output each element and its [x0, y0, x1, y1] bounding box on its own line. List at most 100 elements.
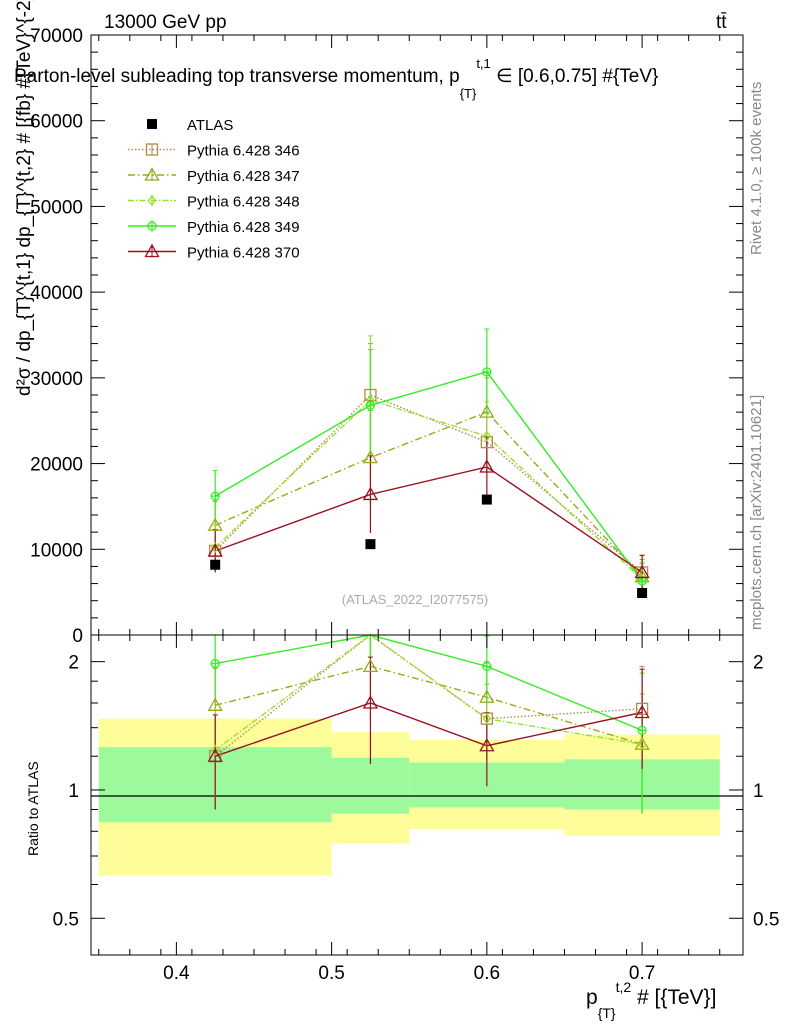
marker-s4-p1: [362, 486, 379, 501]
legend-label-5: Pythia 6.428 370: [187, 245, 300, 262]
ratio-y-tick-label-1: 1: [68, 781, 79, 802]
ratio-y-axis-label: Ratio to ATLAS: [25, 761, 41, 856]
marker-s3-p1: [365, 400, 376, 410]
marker-s3-p2: [482, 367, 492, 377]
legend: ATLAS Pythia 6.428 346 Pythia 6.428 347 Pyt…: [128, 117, 300, 262]
marker-s1-p0: [207, 517, 223, 531]
marker-s2-p2: [482, 430, 492, 442]
series-line-2: [214, 399, 643, 580]
ratio-y-tick-label-2: 2: [68, 653, 79, 674]
series-line-1: [214, 411, 643, 578]
legend-marker-2: [144, 167, 160, 181]
ratio-frame: [90, 634, 744, 956]
ratio-line-3: [215, 634, 643, 732]
ratio-y-tick-label-0: 0.5: [53, 909, 79, 930]
ratio-marker-s4-p0: [207, 748, 223, 762]
legend-label-3: Pythia 6.428 348: [187, 194, 300, 211]
marker-s4-p0: [207, 543, 223, 557]
ratio-line-4: [214, 702, 643, 757]
marker-s3-p3: [637, 576, 647, 586]
x-axis-label: p{T}t,2 # [{TeV}]: [586, 979, 716, 1021]
marker-s1-p1: [362, 449, 379, 464]
series-line-4: [214, 466, 643, 574]
y-tick-label-5: 50000: [30, 197, 83, 218]
marker-s3-p0: [210, 491, 220, 501]
legend-entry-0: ATLAS: [147, 117, 233, 134]
legend-marker-0: [147, 119, 157, 129]
y-axis-label: d²σ / dp_{T}^{t,1} dp_{T}^{t,2} # [{fb} …: [14, 0, 35, 396]
legend-marker-3: [147, 195, 157, 206]
ratio-marker-s3-p3: [637, 725, 647, 736]
ratio-marker-s2-p2: [482, 713, 492, 725]
ratio-marker-s1-p0: [207, 697, 223, 711]
legend-entry-4: Pythia 6.428 349: [128, 219, 300, 236]
ratio-x-ticks: 0.4 0.5 0.6 0.7: [98, 635, 721, 984]
ratio-plot: 0.5 0.5 1 1 2 2 0.4 0.5 0.6 0.7: [53, 634, 780, 984]
marker-s2-p0: [210, 542, 220, 554]
main-series-lines: [214, 371, 643, 582]
process-label: tt̄: [716, 12, 727, 33]
ratio-marker-s1-p2: [479, 689, 495, 703]
legend-marker-4: [147, 221, 157, 231]
legend-label-1: Pythia 6.428 346: [187, 143, 300, 160]
legend-entry-1: Pythia 6.428 346: [128, 143, 300, 160]
ratio-marker-s0-p3: [635, 702, 649, 716]
x-tick-label-3: 0.7: [629, 963, 655, 984]
main-y-ticks: 0 10000 20000 30000 40000 50000 60000 70000: [30, 26, 743, 647]
ratio-y-tick-label-right-0: 0.5: [753, 909, 779, 930]
atlas-point-2: [481, 494, 492, 505]
marker-s4-p2: [479, 459, 495, 473]
legend-marker-5: [144, 243, 160, 258]
marker-s0-p2: [480, 435, 494, 449]
legend-entry-3: Pythia 6.428 348: [128, 194, 300, 211]
legend-entry-5: Pythia 6.428 370: [128, 243, 300, 262]
ratio-markers: [207, 658, 650, 763]
ratio-marker-s3-p2: [482, 661, 492, 672]
marker-s0-p1: [364, 388, 377, 402]
plot-title: Parton-level subleading top transverse m…: [14, 56, 658, 101]
ratio-y-ticks: 0.5 0.5 1 1 2 2: [53, 653, 780, 931]
legend-marker-1: [145, 143, 159, 156]
ratio-marker-s2-p3: [637, 738, 647, 750]
ratio-marker-s4-p1: [362, 695, 379, 709]
rivet-version-label: Rivet 4.1.0, ≥ 100k events: [748, 82, 765, 255]
y-tick-label-1: 10000: [30, 540, 83, 561]
ratio-line-2: [214, 634, 643, 751]
x-tick-label-1: 0.5: [318, 963, 344, 984]
y-tick-label-7: 70000: [30, 26, 83, 47]
y-tick-label-3: 30000: [30, 369, 83, 390]
ratio-line-1: [215, 665, 643, 745]
x-tick-label-2: 0.6: [474, 963, 500, 984]
ratio-series-lines: [214, 634, 643, 757]
ratio-line-0: [214, 634, 643, 757]
main-error-bars: [212, 328, 645, 599]
marker-s4-p3: [634, 564, 650, 579]
series-line-0: [214, 394, 643, 573]
ratio-marker-s2-p0: [210, 744, 220, 756]
ratio-y-tick-label-right-1: 1: [753, 781, 764, 802]
atlas-point-3: [637, 588, 648, 598]
y-tick-label-0: 0: [72, 626, 83, 647]
x-tick-label-0: 0.4: [163, 963, 190, 984]
legend-label-2: Pythia 6.428 347: [187, 168, 300, 185]
ratio-marker-s3-p0: [210, 658, 220, 669]
y-tick-label-6: 60000: [30, 112, 83, 133]
atlas-point-1: [365, 539, 376, 550]
ratio-y-tick-label-right-2: 2: [753, 653, 764, 674]
series-line-3: [214, 371, 643, 582]
atlas-point-0: [210, 559, 221, 570]
ratio-uncertainty-bands: [98, 718, 720, 876]
ratio-marker-s0-p2: [480, 712, 494, 725]
main-x-ticks: [98, 35, 721, 635]
legend-entry-2: Pythia 6.428 347: [128, 167, 300, 185]
band-green-1: [331, 757, 410, 814]
energy-label: 13000 GeV pp: [104, 12, 227, 33]
ratio-marker-s1-p1: [362, 658, 379, 673]
main-plot: 0 10000 20000 30000 40000 50000 60000 70000: [30, 26, 744, 647]
marker-s1-p2: [479, 404, 495, 418]
ratio-marker-s4-p2: [479, 737, 495, 752]
legend-label-0: ATLAS: [187, 117, 233, 134]
ratio-marker-s4-p3: [634, 704, 650, 719]
legend-label-4: Pythia 6.428 349: [187, 219, 300, 236]
